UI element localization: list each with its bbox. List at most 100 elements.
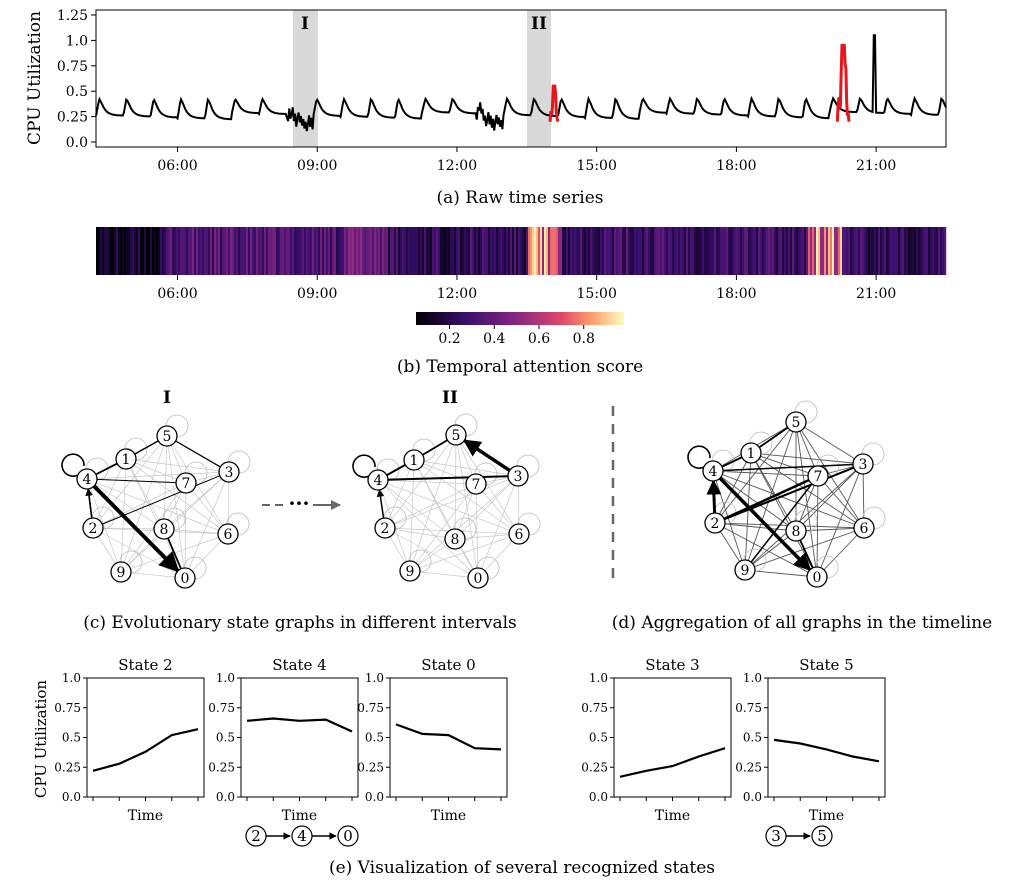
heat-cell — [760, 227, 763, 275]
state-node-9: 9 — [734, 559, 756, 581]
heat-cell — [498, 227, 501, 275]
heat-cell — [110, 227, 113, 275]
strong-self-loop — [61, 453, 85, 477]
graph-edge — [86, 478, 229, 535]
state-node-2: 2 — [82, 517, 104, 539]
heat-cell — [654, 227, 657, 275]
heat-cell — [532, 227, 535, 275]
graph-edge — [184, 471, 230, 579]
heat-cell — [496, 227, 499, 275]
heat-cell — [698, 227, 701, 275]
heat-cell — [934, 227, 937, 275]
heat-cell — [332, 227, 335, 275]
colorbar-tick-label: 0.4 — [483, 331, 505, 347]
sequence-node: 0 — [337, 825, 359, 847]
heat-cell — [490, 227, 493, 275]
state-plot: State 3 Time 0.0 0.25 0.5 0.75 1.0 — [581, 656, 732, 824]
heat-cell — [618, 227, 621, 275]
svg-text:0: 0 — [343, 827, 353, 845]
anomaly-segment — [548, 84, 560, 123]
x-tick-label: 15:00 — [577, 286, 617, 302]
svg-text:7: 7 — [472, 477, 481, 493]
y-tick-label: 1.0 — [589, 671, 608, 685]
heat-cell — [864, 227, 867, 275]
svg-text:9: 9 — [117, 565, 126, 581]
state-plot: State 4 Time 0.0 0.25 0.5 0.75 1.0 — [208, 656, 359, 824]
y-tick-label: 0.75 — [357, 701, 384, 715]
heat-cell — [170, 227, 173, 275]
heat-cell — [216, 227, 219, 275]
heat-cell — [124, 227, 127, 275]
heat-cell — [518, 227, 521, 275]
caption-d: (d) Aggregation of all graphs in the tim… — [612, 613, 992, 633]
heat-cell — [474, 227, 477, 275]
heat-cell — [322, 227, 325, 275]
heat-cell — [450, 227, 453, 275]
highlight-label-II: II — [531, 14, 547, 34]
heat-cell — [686, 227, 689, 275]
heat-cell — [926, 227, 929, 275]
heat-cell — [944, 227, 947, 275]
caption-a: (a) Raw time series — [436, 188, 603, 208]
graph-edge — [795, 463, 864, 532]
heat-cell — [598, 227, 601, 275]
heat-cell — [630, 227, 633, 275]
heat-cell — [476, 227, 479, 275]
heat-cell — [526, 227, 529, 275]
svg-text:1: 1 — [747, 446, 756, 462]
heat-cell — [352, 227, 355, 275]
state-plot: State 5 Time 0.0 0.25 0.5 0.75 1.0 — [735, 656, 886, 824]
heat-cell — [674, 227, 677, 275]
heat-cell — [260, 227, 263, 275]
heat-cell — [204, 227, 207, 275]
heat-cell — [640, 227, 643, 275]
heat-cell — [550, 227, 553, 275]
heat-cell — [730, 227, 733, 275]
graph-edge — [454, 533, 520, 540]
heat-cell — [206, 227, 209, 275]
graph-edge — [714, 421, 797, 524]
x-tick-label: 06:00 — [157, 286, 197, 302]
heat-cell — [774, 227, 777, 275]
heat-cell — [404, 227, 407, 275]
heat-cell — [508, 227, 511, 275]
heat-cell — [484, 227, 487, 275]
heat-cell — [368, 227, 371, 275]
graph-edge — [714, 452, 752, 524]
sequence-node: 3 — [765, 825, 787, 847]
y-tick-label: 0.5 — [743, 731, 762, 745]
heat-cell — [732, 227, 735, 275]
heat-cell — [776, 227, 779, 275]
heat-cell — [590, 227, 593, 275]
heat-cell — [156, 227, 159, 275]
heat-cell — [472, 227, 475, 275]
y-tick-label: 0.75 — [735, 701, 762, 715]
heat-cell — [900, 227, 903, 275]
graph-edge — [817, 475, 865, 529]
heat-cell — [324, 227, 327, 275]
state-node-3: 3 — [507, 465, 529, 487]
heat-cell — [834, 227, 837, 275]
heat-cell — [818, 227, 821, 275]
heat-cell — [272, 227, 275, 275]
state-plot-title: State 3 — [645, 656, 699, 674]
heat-cell — [530, 227, 533, 275]
plot-frame — [86, 677, 205, 798]
attention-heatmap — [96, 227, 947, 275]
colorbar-tick-label: 0.8 — [573, 331, 595, 347]
heat-cell — [154, 227, 157, 275]
heat-cell — [910, 227, 913, 275]
plot-frame — [767, 677, 886, 798]
svg-text:0: 0 — [813, 570, 822, 586]
heat-cell — [892, 227, 895, 275]
heat-cell — [536, 227, 539, 275]
heat-cell — [662, 227, 665, 275]
state-plot: State 2 Time 0.0 0.25 0.5 0.75 1.0 — [54, 656, 205, 824]
heat-cell — [846, 227, 849, 275]
graph-edge — [86, 471, 230, 480]
state-plot-xlabel: Time — [282, 808, 317, 824]
heat-cell — [690, 227, 693, 275]
heat-cell — [812, 227, 815, 275]
heat-cell — [830, 227, 833, 275]
y-tick-label: 0.75 — [208, 701, 235, 715]
